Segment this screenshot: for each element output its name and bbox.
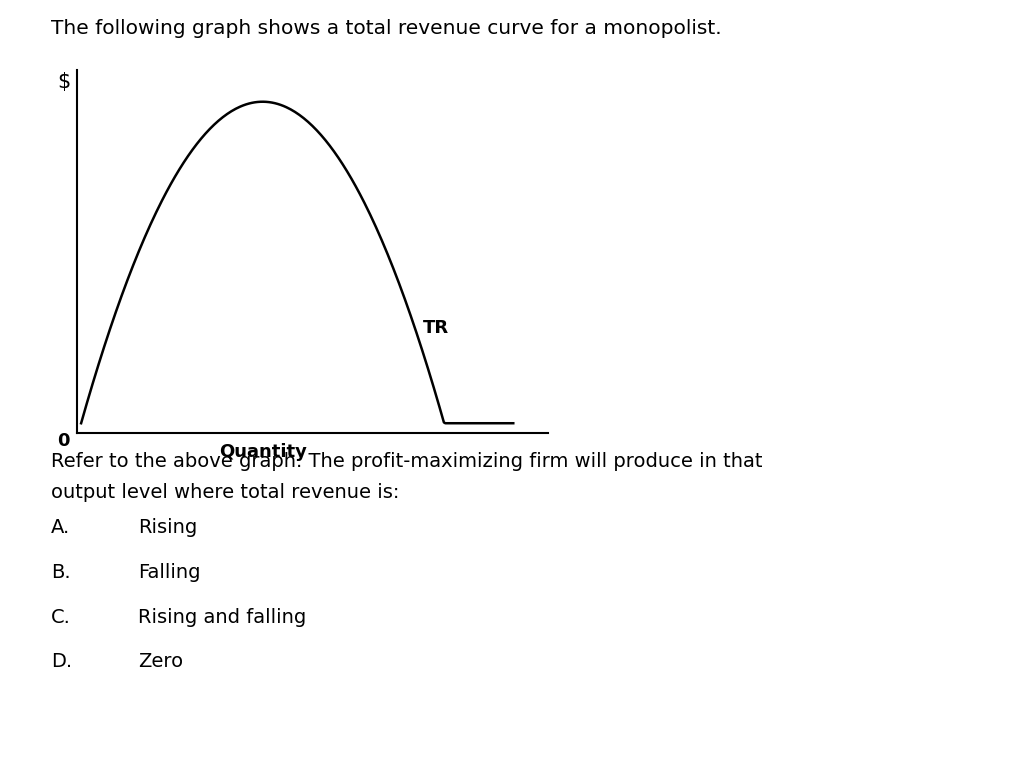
Text: C.: C. [51, 608, 71, 627]
Text: Refer to the above graph. The profit-maximizing firm will produce in that: Refer to the above graph. The profit-max… [51, 452, 763, 472]
Text: B.: B. [51, 563, 71, 582]
Text: TR: TR [423, 318, 449, 336]
Text: Falling: Falling [138, 563, 201, 582]
Text: The following graph shows a total revenue curve for a monopolist.: The following graph shows a total revenu… [51, 19, 722, 39]
Text: 0: 0 [57, 432, 70, 450]
Text: $: $ [57, 73, 71, 93]
Text: output level where total revenue is:: output level where total revenue is: [51, 483, 399, 502]
Text: Quantity: Quantity [219, 443, 306, 461]
Text: Rising and falling: Rising and falling [138, 608, 306, 627]
Text: D.: D. [51, 652, 73, 672]
Text: Zero: Zero [138, 652, 183, 672]
Text: A.: A. [51, 518, 71, 537]
Text: Rising: Rising [138, 518, 198, 537]
